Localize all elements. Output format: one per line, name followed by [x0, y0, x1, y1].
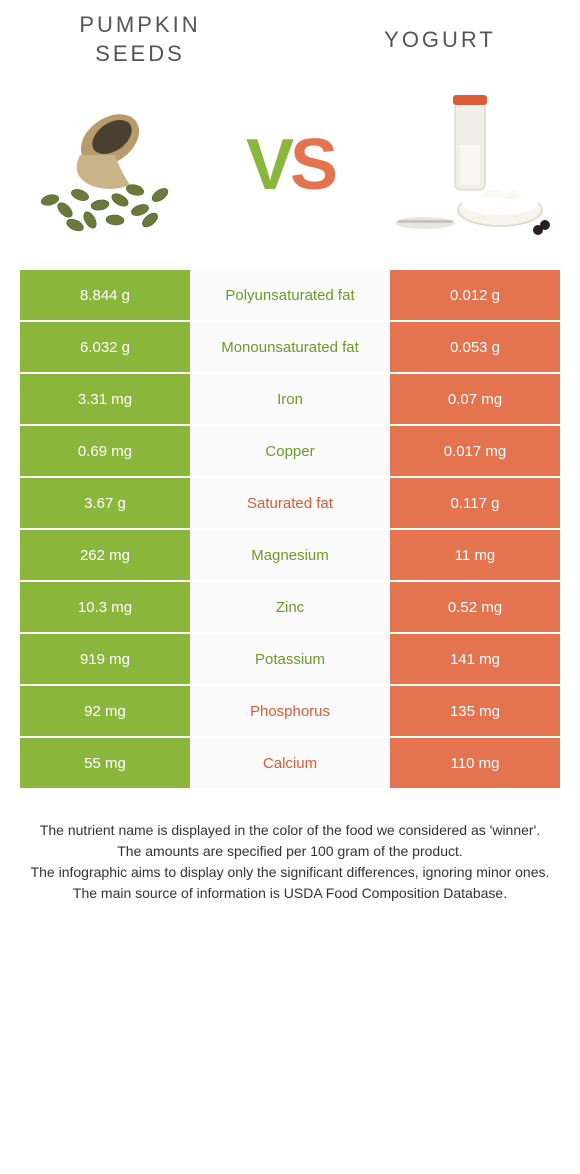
right-value-cell: 0.117 g [390, 478, 560, 528]
table-row: 6.032 gMonounsaturated fat0.053 g [20, 322, 560, 372]
vs-label: VS [246, 124, 334, 206]
pumpkin-seeds-image [20, 85, 200, 245]
table-row: 0.69 mgCopper0.017 mg [20, 426, 560, 476]
nutrient-label: Polyunsaturated fat [190, 270, 390, 320]
table-row: 262 mgMagnesium11 mg [20, 530, 560, 580]
table-row: 3.67 gSaturated fat0.117 g [20, 478, 560, 528]
left-value-cell: 3.31 mg [20, 374, 190, 424]
header: PUMPKIN SEEDS YOGURT [0, 0, 580, 70]
table-row: 3.31 mgIron0.07 mg [20, 374, 560, 424]
right-value-cell: 11 mg [390, 530, 560, 580]
table-row: 10.3 mgZinc0.52 mg [20, 582, 560, 632]
right-value-cell: 0.52 mg [390, 582, 560, 632]
table-row: 92 mgPhosphorus135 mg [20, 686, 560, 736]
footer-line: The main source of information is USDA F… [30, 883, 550, 904]
footer-line: The infographic aims to display only the… [30, 862, 550, 883]
right-value-cell: 135 mg [390, 686, 560, 736]
nutrient-label: Iron [190, 374, 390, 424]
footer-line: The amounts are specified per 100 gram o… [30, 841, 550, 862]
images-row: VS [0, 70, 580, 270]
right-value-cell: 0.07 mg [390, 374, 560, 424]
right-value-cell: 141 mg [390, 634, 560, 684]
footer-notes: The nutrient name is displayed in the co… [0, 790, 580, 904]
table-row: 8.844 gPolyunsaturated fat0.012 g [20, 270, 560, 320]
title-text: YOGURT [384, 27, 496, 52]
footer-line: The nutrient name is displayed in the co… [30, 820, 550, 841]
table-row: 55 mgCalcium110 mg [20, 738, 560, 788]
nutrient-label: Monounsaturated fat [190, 322, 390, 372]
nutrient-label: Zinc [190, 582, 390, 632]
left-value-cell: 55 mg [20, 738, 190, 788]
right-value-cell: 0.012 g [390, 270, 560, 320]
nutrient-label: Copper [190, 426, 390, 476]
left-value-cell: 92 mg [20, 686, 190, 736]
right-value-cell: 0.053 g [390, 322, 560, 372]
table-row: 919 mgPotassium141 mg [20, 634, 560, 684]
right-value-cell: 110 mg [390, 738, 560, 788]
left-value-cell: 0.69 mg [20, 426, 190, 476]
title-text: SEEDS [95, 41, 185, 66]
comparison-table: 8.844 gPolyunsaturated fat0.012 g6.032 g… [0, 270, 580, 788]
yogurt-image [380, 85, 560, 245]
left-food-title: PUMPKIN SEEDS [40, 11, 240, 68]
left-value-cell: 6.032 g [20, 322, 190, 372]
left-value-cell: 10.3 mg [20, 582, 190, 632]
title-text: PUMPKIN [79, 12, 200, 37]
vs-s: S [290, 125, 334, 205]
left-value-cell: 919 mg [20, 634, 190, 684]
left-value-cell: 8.844 g [20, 270, 190, 320]
left-value-cell: 262 mg [20, 530, 190, 580]
nutrient-label: Saturated fat [190, 478, 390, 528]
nutrient-label: Magnesium [190, 530, 390, 580]
right-food-title: YOGURT [340, 26, 540, 55]
left-value-cell: 3.67 g [20, 478, 190, 528]
right-value-cell: 0.017 mg [390, 426, 560, 476]
nutrient-label: Calcium [190, 738, 390, 788]
nutrient-label: Potassium [190, 634, 390, 684]
vs-v: V [246, 125, 290, 205]
nutrient-label: Phosphorus [190, 686, 390, 736]
